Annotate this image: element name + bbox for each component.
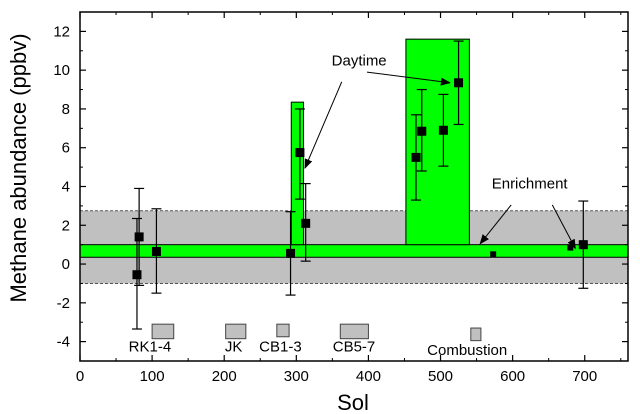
campaign-label-combustion: Combustion xyxy=(427,342,507,359)
campaign-box-combustion xyxy=(470,327,482,342)
x-tick-label-700: 700 xyxy=(572,368,597,385)
data-point-8 xyxy=(417,126,427,136)
y-tick-label--4: -4 xyxy=(57,334,70,351)
annotation-arrow-enrichment-1 xyxy=(479,204,512,245)
y-tick-label--2: -2 xyxy=(57,295,70,312)
campaign-box-cb1-3 xyxy=(276,323,290,338)
data-point-6 xyxy=(301,218,311,228)
annotation-arrow-enrichment-2 xyxy=(551,204,576,250)
data-point-5 xyxy=(295,148,305,158)
baseline-band xyxy=(79,244,629,258)
x-tick-label-500: 500 xyxy=(428,368,453,385)
y-axis-title: Methane abundance (ppbv) xyxy=(6,33,31,302)
campaign-box-jk xyxy=(225,323,247,340)
annotation-arrow-daytime-2 xyxy=(366,71,451,86)
data-point-9 xyxy=(438,125,448,135)
x-tick-label-400: 400 xyxy=(356,368,381,385)
data-point-1 xyxy=(132,270,142,280)
y-tick-label-6: 6 xyxy=(62,140,70,157)
x-tick-label-600: 600 xyxy=(500,368,525,385)
annotation-arrow-daytime-1 xyxy=(304,81,343,170)
y-tick-label-10: 10 xyxy=(53,62,70,79)
y-tick-label-12: 12 xyxy=(53,23,70,40)
y-tick-label-4: 4 xyxy=(62,179,70,196)
y-tick-label-0: 0 xyxy=(62,256,70,273)
data-point-2 xyxy=(134,232,144,242)
data-point-4 xyxy=(286,248,296,258)
x-tick-label-200: 200 xyxy=(212,368,237,385)
campaign-label-cb5-7: CB5-7 xyxy=(333,338,376,355)
campaign-label-jk: JK xyxy=(225,338,243,355)
data-point-12 xyxy=(567,244,574,251)
x-tick-label-100: 100 xyxy=(140,368,165,385)
x-tick-label-0: 0 xyxy=(76,368,84,385)
data-point-3 xyxy=(151,246,161,256)
y-tick-label-2: 2 xyxy=(62,217,70,234)
data-point-13 xyxy=(578,240,588,250)
y-tick-label-8: 8 xyxy=(62,101,70,118)
campaign-box-rk1-4 xyxy=(151,323,175,340)
campaign-box-cb5-7 xyxy=(339,323,369,340)
data-point-10 xyxy=(454,78,464,88)
x-tick-label-300: 300 xyxy=(284,368,309,385)
campaign-label-rk1-4: RK1-4 xyxy=(129,338,172,355)
annotation-enrichment: Enrichment xyxy=(492,175,569,192)
campaign-label-cb1-3: CB1-3 xyxy=(259,338,302,355)
annotation-daytime: Daytime xyxy=(332,52,387,69)
data-point-7 xyxy=(411,152,421,162)
x-axis-title: Sol xyxy=(337,390,369,414)
data-point-11 xyxy=(490,251,497,258)
